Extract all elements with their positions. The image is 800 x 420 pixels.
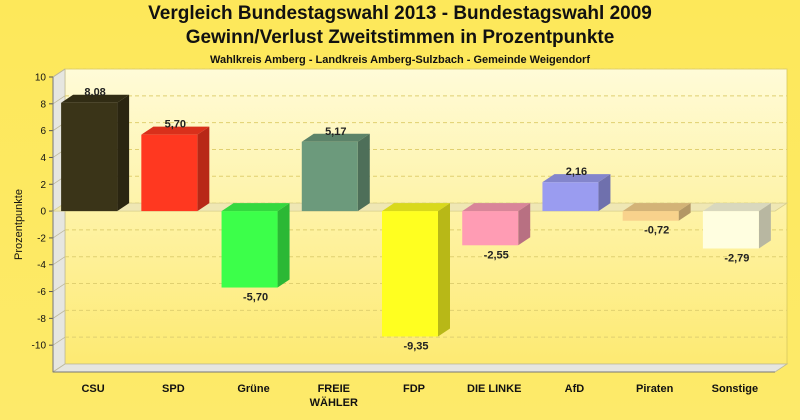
chart-region-subtitle: Wahlkreis Amberg - Landkreis Amberg-Sulz… xyxy=(210,54,590,66)
x-tick-label-line: AfD xyxy=(565,383,585,395)
x-tick-label: SPD xyxy=(162,383,185,395)
bar-front xyxy=(622,211,679,221)
x-tick-label: Piraten xyxy=(636,383,674,395)
y-tick-label: -2 xyxy=(37,233,46,244)
bar-side xyxy=(277,203,290,288)
x-tick-label: Sonstige xyxy=(712,383,758,395)
data-label: -5,70 xyxy=(243,292,268,304)
bar-piraten xyxy=(622,203,691,221)
bar-top xyxy=(622,203,691,212)
bar-fdp xyxy=(382,203,450,337)
bar-top xyxy=(702,203,771,212)
x-tick-label: DIE LINKE xyxy=(467,383,521,395)
bar-side xyxy=(598,174,611,212)
y-tick-label: -6 xyxy=(37,287,46,298)
x-tick-label-line: WÄHLER xyxy=(310,396,358,409)
data-label: 5,70 xyxy=(165,119,186,131)
x-tick-label: FDP xyxy=(403,383,425,395)
bar-side xyxy=(758,203,771,249)
bar-spd xyxy=(141,126,210,212)
gridline-side xyxy=(52,229,66,239)
gridline-side xyxy=(52,256,66,266)
bar-front xyxy=(301,141,358,212)
bar-side xyxy=(117,94,130,212)
y-tick-label: 6 xyxy=(40,126,46,137)
bar-die-linke xyxy=(462,203,531,246)
bar-afd xyxy=(542,174,611,212)
y-tick-label: 10 xyxy=(35,73,47,84)
data-label: -2,55 xyxy=(484,249,509,261)
x-tick-label-line: DIE LINKE xyxy=(467,383,521,395)
chart-subtitle: Gewinn/Verlust Zweitstimmen in Prozentpu… xyxy=(185,27,615,48)
data-label: -9,35 xyxy=(403,340,428,352)
chart-title: Vergleich Bundestagswahl 2013 - Bundesta… xyxy=(148,3,652,24)
x-tick-label: Grüne xyxy=(237,383,269,395)
bar-freie-wähler xyxy=(301,133,370,212)
y-tick-label: -10 xyxy=(32,341,47,352)
bar-side xyxy=(438,203,450,337)
bar-top xyxy=(462,203,531,212)
bar-top xyxy=(301,133,370,142)
bar-side xyxy=(197,126,210,212)
gridline-side xyxy=(52,95,66,105)
bar-top xyxy=(382,203,450,212)
y-tick-label: -4 xyxy=(37,260,46,271)
bar-grüne xyxy=(221,203,290,288)
bar-side xyxy=(678,203,691,221)
plot-floor xyxy=(51,363,789,373)
bar-top xyxy=(221,203,290,212)
bar-front xyxy=(141,134,198,212)
bar-front xyxy=(61,102,118,212)
y-axis-label: Prozentpunkte xyxy=(13,189,25,260)
bar-front xyxy=(382,211,438,337)
bar-sonstige xyxy=(702,203,771,249)
x-tick-label-line: FDP xyxy=(403,383,425,395)
gridline-side xyxy=(52,68,66,78)
x-tick-label: AfD xyxy=(565,383,585,395)
y-tick-label: -8 xyxy=(37,314,46,325)
data-label: -2,79 xyxy=(724,253,749,265)
bar-top xyxy=(542,174,611,183)
bar-front xyxy=(462,211,519,246)
x-tick-label: CSU xyxy=(81,383,104,395)
bar-top xyxy=(141,126,210,135)
bar-front xyxy=(221,211,278,288)
bar-top xyxy=(61,94,130,103)
data-label: 2,16 xyxy=(566,166,587,178)
y-tick-label: 4 xyxy=(40,153,46,164)
x-tick-label-line: FREIE xyxy=(318,383,350,395)
bar-side xyxy=(518,203,531,246)
x-tick-label-line: Grüne xyxy=(237,383,269,395)
y-tick-label: 0 xyxy=(40,207,46,218)
x-tick-label: FREIE WÄHLER xyxy=(310,383,358,409)
bar-front xyxy=(702,211,759,249)
x-tick-label-line: SPD xyxy=(162,383,185,395)
x-tick-label-line: Piraten xyxy=(636,383,674,395)
x-tick-label-line: CSU xyxy=(81,383,104,395)
gridline-side xyxy=(52,283,66,292)
gridline-side xyxy=(52,336,66,346)
y-tick-label: 8 xyxy=(40,99,46,110)
bar-side xyxy=(357,133,370,212)
bar-csu xyxy=(61,94,130,212)
bar-front xyxy=(542,182,599,212)
data-label: 8,08 xyxy=(84,87,105,99)
x-tick-label-line: Sonstige xyxy=(712,383,758,395)
data-label: 5,17 xyxy=(325,126,346,138)
gridline-side xyxy=(52,310,66,319)
y-tick-label: 2 xyxy=(40,180,46,191)
data-label: -0,72 xyxy=(644,225,669,237)
